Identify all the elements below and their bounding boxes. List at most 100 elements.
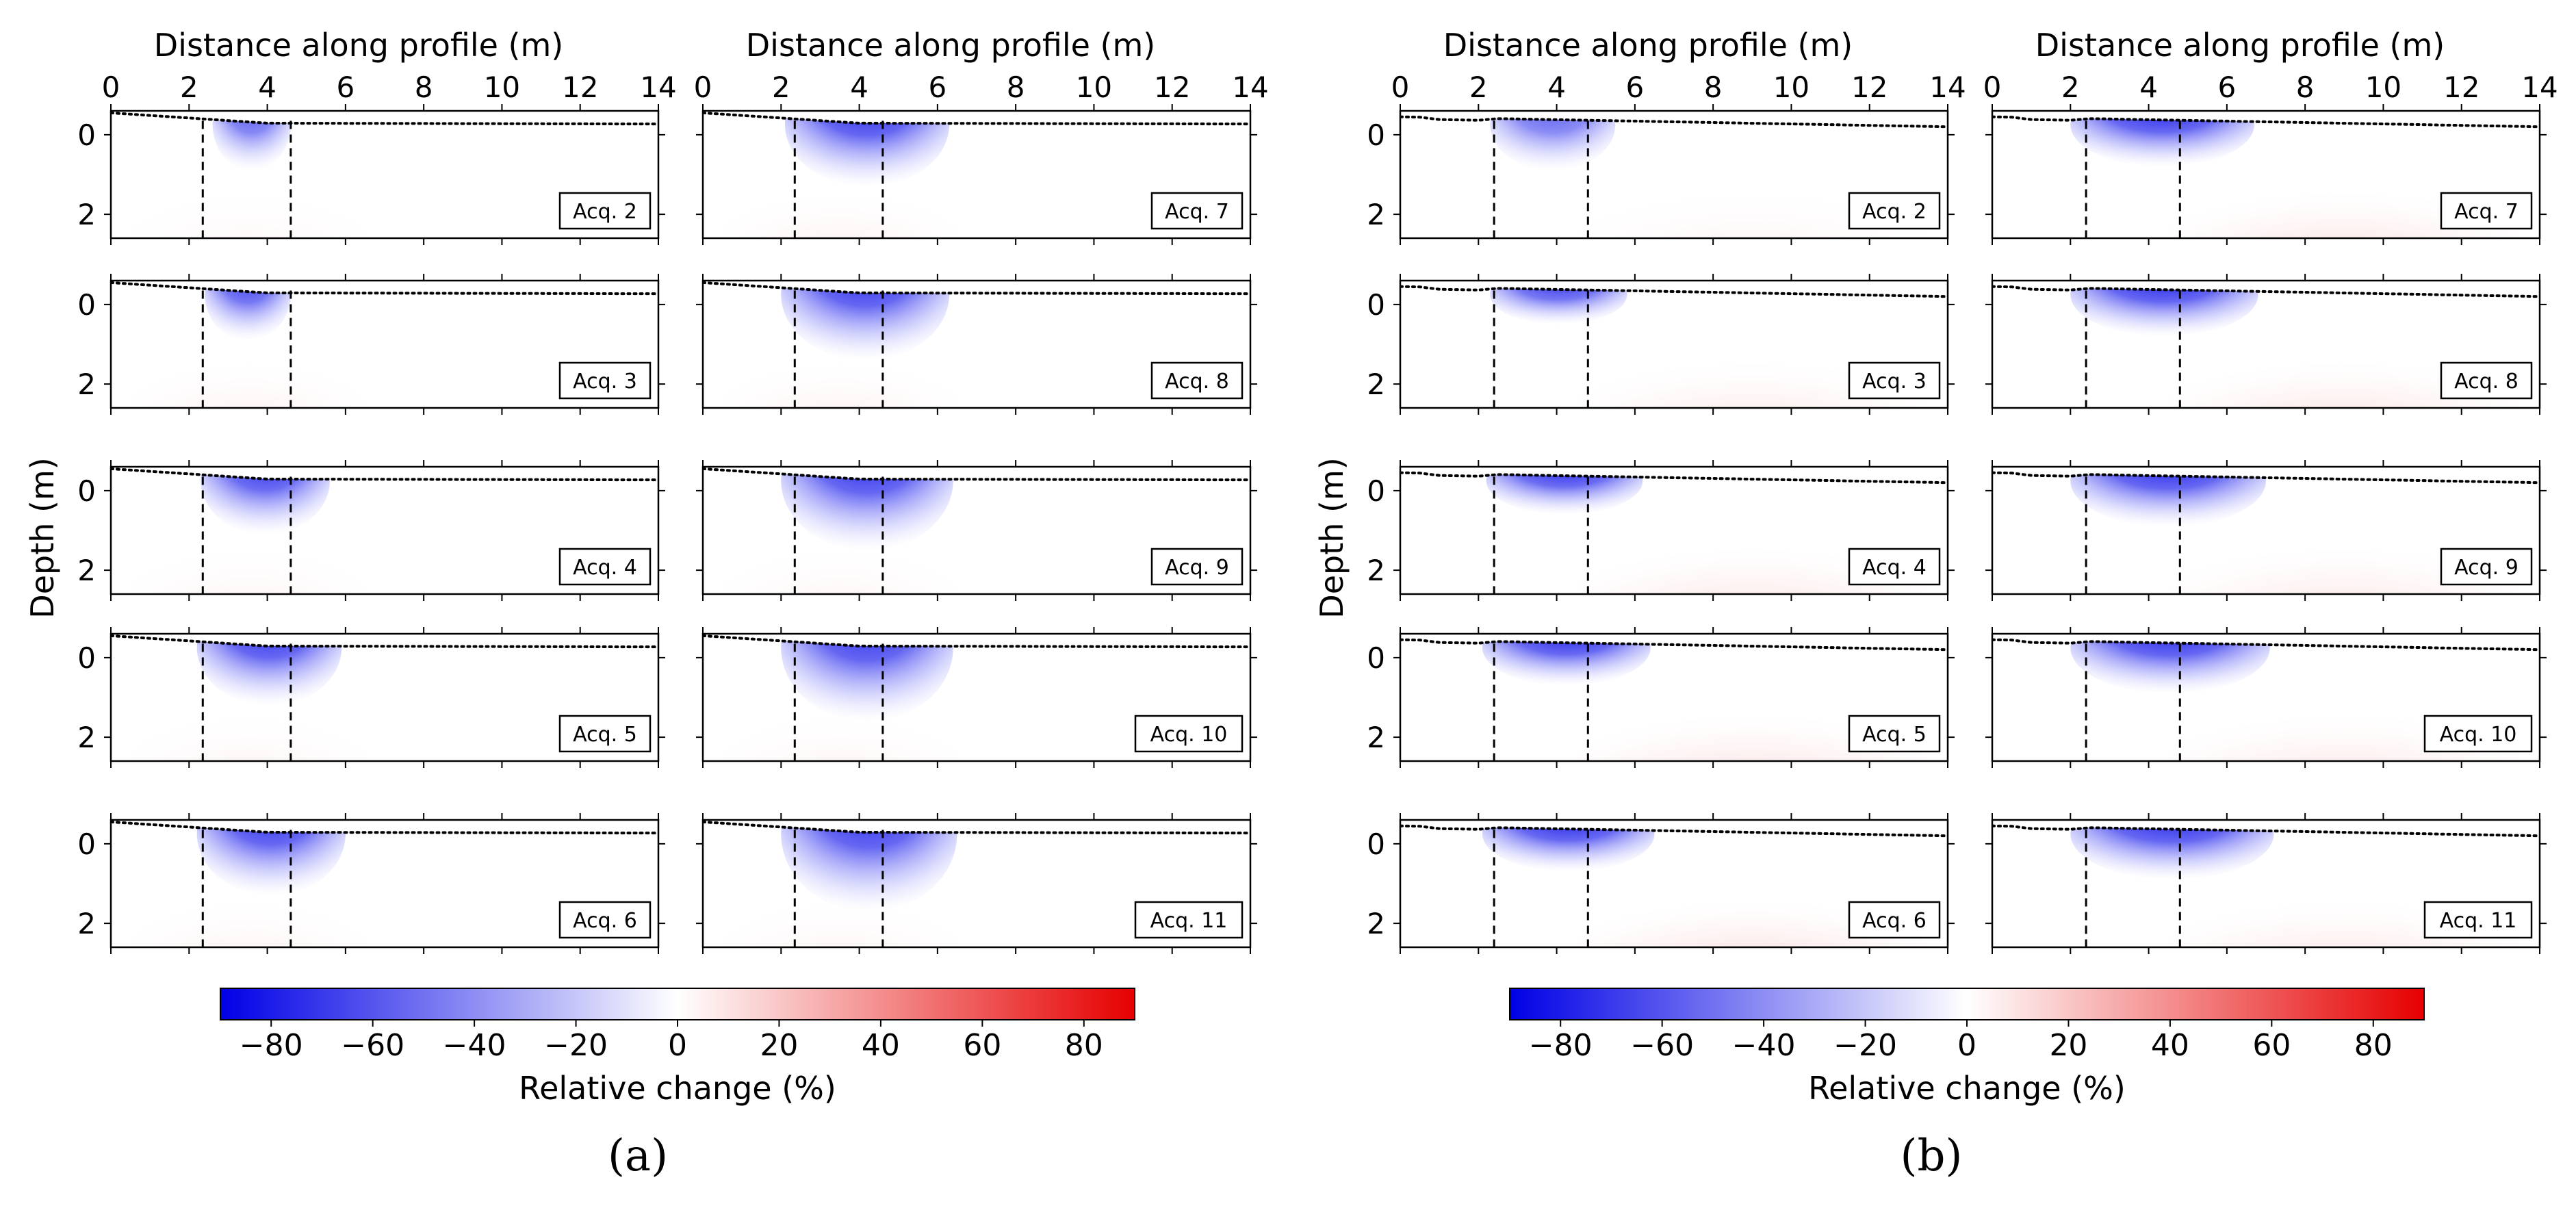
subplot-content — [1400, 634, 1948, 761]
subplot-content — [703, 281, 1250, 408]
ground-surface-line — [111, 467, 658, 482]
subplot-content — [111, 467, 658, 594]
acquisition-label: Acq. 7 — [1165, 200, 1229, 224]
panel-b-plots: 0 2 4 6 8 10 12 14 0 2 Acq. 2 0 2 Acq. 3 0 2 Acq. 4 0 2 Acq… — [1367, 70, 2558, 954]
above-surface-mask — [1992, 467, 2540, 483]
panel-b: Distance along profile (m) Distance alon… — [1313, 27, 2558, 1181]
panel-b-ylabel: Depth (m) — [1313, 457, 1350, 618]
colorbar-tick-label: 60 — [963, 1028, 1001, 1063]
x-tick-label: 2 — [2061, 70, 2080, 104]
colorbar-tick-label: −80 — [1529, 1028, 1593, 1063]
plot-frame — [1991, 110, 2541, 240]
positive-change-region — [2168, 526, 2520, 594]
colorbar-tick-label: 80 — [2354, 1028, 2393, 1063]
x-tick-label: 6 — [1625, 70, 1644, 104]
above-surface-mask — [1992, 634, 2540, 650]
x-tick-label: 8 — [415, 70, 433, 104]
subplot-content — [703, 467, 1250, 594]
panel-b-col1-xlabel: Distance along profile (m) — [1443, 27, 1853, 64]
subplot-acq-5: 0 2 Acq. 5 — [1367, 627, 1955, 768]
positive-change-region — [1576, 340, 1928, 408]
above-surface-mask — [1400, 820, 1948, 836]
acquisition-label-box — [558, 548, 652, 586]
negative-change-region — [781, 634, 953, 721]
negative-change-region — [781, 820, 957, 912]
panel-a: Distance along profile (m) Distance alon… — [24, 27, 1269, 1181]
x-tick-label: 8 — [1007, 70, 1025, 104]
subplot-content — [703, 820, 1250, 947]
acquisition-label-box — [1150, 192, 1244, 230]
y-tick-label: 2 — [1367, 368, 1385, 401]
acquisition-label: Acq. 7 — [2454, 200, 2519, 224]
y-tick-label: 2 — [77, 907, 96, 940]
subplot-content — [1400, 467, 1948, 594]
plot-frame — [110, 632, 660, 762]
acquisition-label: Acq. 4 — [573, 556, 637, 580]
ground-surface-line — [1992, 824, 2540, 838]
subplot-acq-6: 0 2 Acq. 6 — [1367, 813, 1955, 954]
ground-surface-line — [1400, 638, 1948, 652]
negative-change-region — [1482, 820, 1655, 872]
y-tick-label: 2 — [77, 721, 96, 754]
x-tick-label: 10 — [1773, 70, 1809, 104]
colorbar-tick-label: −20 — [1833, 1028, 1897, 1063]
x-tick-label: 2 — [772, 70, 790, 104]
y-tick-label: 2 — [77, 368, 96, 401]
x-tick-label: 8 — [2296, 70, 2315, 104]
subplot-acq-11: Acq. 11 — [1985, 813, 2547, 954]
y-tick-label: 2 — [1367, 554, 1385, 587]
subplot-content — [1400, 111, 1948, 238]
negative-change-region — [2070, 820, 2274, 880]
acquisition-label: Acq. 8 — [1165, 370, 1229, 394]
ground-surface-line — [111, 281, 658, 296]
x-tick-label: 0 — [102, 70, 120, 104]
colorbar-tick-label: 80 — [1065, 1028, 1103, 1063]
acquisition-label-box — [1134, 901, 1244, 939]
acquisition-label: Acq. 9 — [1165, 556, 1229, 580]
x-tick-label: 12 — [562, 70, 598, 104]
positive-change-region — [130, 170, 365, 238]
x-tick-label: 0 — [1391, 70, 1410, 104]
acquisition-label-box — [558, 192, 652, 230]
colorbar-tick-label: 40 — [2151, 1028, 2189, 1063]
ground-surface-line — [703, 634, 1250, 649]
colorbar-tick-label: 20 — [760, 1028, 798, 1063]
ground-surface-line — [1400, 824, 1948, 838]
y-tick-label: 0 — [1367, 288, 1385, 322]
colorbar-tick-label: 40 — [862, 1028, 900, 1063]
acquisition-label-box — [2423, 715, 2533, 753]
y-tick-label: 2 — [1367, 907, 1385, 940]
positive-change-region — [1576, 170, 1928, 238]
x-tick-label: 2 — [180, 70, 198, 104]
acquisition-label: Acq. 4 — [1862, 556, 1927, 580]
ground-surface-line — [111, 634, 658, 649]
subplot-acq-11: Acq. 11 — [696, 813, 1257, 954]
subplot-content — [1992, 820, 2540, 947]
x-tick-label: 4 — [258, 70, 276, 104]
subplot-content — [1992, 111, 2540, 238]
subplot-acq-2: 0 2 4 6 8 10 12 14 0 2 Acq. 2 — [77, 70, 677, 245]
plot-frame — [110, 465, 660, 595]
acquisition-label-box — [2423, 901, 2533, 939]
x-tick-label: 6 — [2217, 70, 2236, 104]
positive-change-region — [130, 340, 365, 408]
above-surface-mask — [1400, 281, 1948, 297]
plot-frame — [110, 110, 660, 240]
colorbar-tick-label: −60 — [1630, 1028, 1694, 1063]
ground-surface-line — [1992, 471, 2540, 485]
negative-change-region — [781, 467, 953, 551]
y-tick-label: 0 — [77, 288, 96, 322]
positive-change-region — [130, 879, 365, 947]
subplot-acq-10: Acq. 10 — [1985, 627, 2547, 768]
ground-surface-line — [1992, 115, 2540, 129]
panel-b-col2-xlabel: Distance along profile (m) — [2035, 27, 2445, 64]
acquisition-label-box — [1150, 548, 1244, 586]
y-tick-label: 2 — [1367, 721, 1385, 754]
x-tick-label: 4 — [2139, 70, 2158, 104]
x-tick-label: 10 — [1076, 70, 1112, 104]
ground-surface-line — [1400, 115, 1948, 129]
ground-surface-line — [703, 467, 1250, 482]
subplot-content — [1992, 467, 2540, 594]
colorbar-tick-label: 0 — [1957, 1028, 1976, 1063]
